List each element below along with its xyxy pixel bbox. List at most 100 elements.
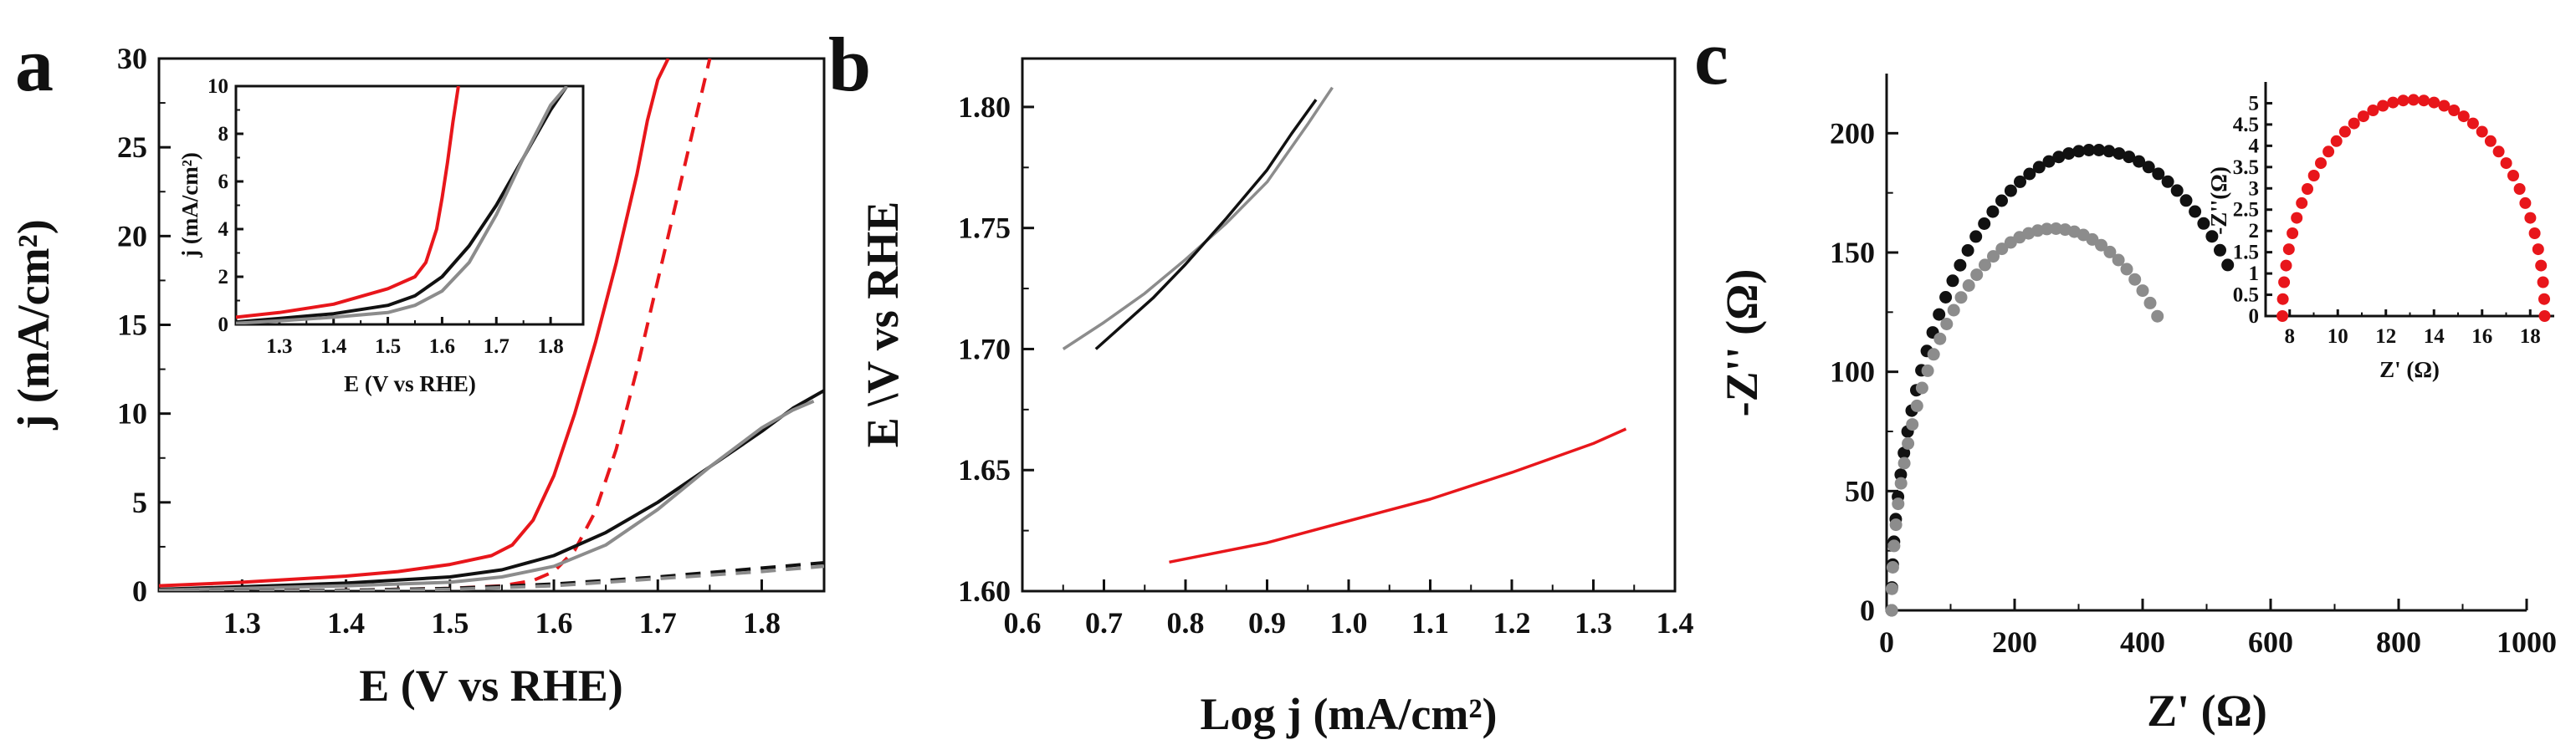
panel-a-xtick-label: 1.4	[327, 606, 365, 640]
panel-c-data-point	[2041, 222, 2053, 236]
panel-a-inset-xtick-label: 1.4	[320, 335, 347, 358]
panel-c-inset-data-point	[2438, 99, 2451, 112]
panel-c-data-point	[1954, 291, 1968, 304]
panel-c-inset-xtick-label: 12	[2375, 325, 2396, 348]
panel-c-inset-axes: 8 10 12 14 16 18 00.511.522.533.544.55	[2233, 92, 2541, 348]
panel-a-inset-axes: 1.3 1.4 1.5 1.6 1.7 1.8 0 2 4 6 8 10	[207, 75, 564, 358]
panel-c-inset-data-point	[2519, 196, 2532, 209]
panel-c-inset-xtick-label: 8	[2285, 325, 2296, 348]
panel-c-data-point	[2023, 167, 2036, 181]
panel-c-inset-data-point	[2397, 94, 2410, 107]
panel-c-inset-data-point	[2280, 259, 2292, 272]
panel-c-inset-data-point	[2348, 117, 2360, 130]
panel-c-inset-data-point	[2448, 105, 2461, 116]
panel-c-inset-data-point	[2291, 212, 2303, 224]
panel-c-inset-data-point	[2535, 259, 2548, 272]
panel-c-data-point	[1897, 446, 1911, 460]
panel-c-data-point	[2014, 175, 2026, 188]
panel-b-xtick-label: 1.1	[1411, 606, 1449, 640]
panel-b-axes: 0.6 0.7 0.8 0.9 1.0 1.1 1.2 1.3 1.4 1.60 1.65 1.70 1…	[958, 90, 1694, 640]
panel-c-data-point	[2123, 151, 2136, 164]
panel-c-data-point	[2133, 155, 2146, 168]
panel-c-inset-data-point	[2387, 96, 2399, 109]
panel-c-inset-data-point	[2500, 157, 2512, 170]
panel-a-series-line	[159, 389, 824, 591]
panel-c-data-point	[1887, 539, 1901, 553]
panel-b-frame	[1021, 57, 1677, 593]
panel-c-inset-ytick-label: 4	[2249, 135, 2260, 157]
panel-c-inset-ytick-label: 1.5	[2233, 242, 2259, 264]
panel-c-inset-data-point	[2532, 243, 2544, 256]
panel-c-inset-ytick-label: 2.5	[2233, 199, 2259, 222]
panel-b-xtick-label: 0.7	[1085, 606, 1123, 640]
panel-c-inset-data-point	[2484, 135, 2497, 147]
panel-b-ytick-label: 1.65	[958, 453, 1011, 487]
panel-c-inset-data-point	[2466, 117, 2479, 130]
panel-b-ylabel: E \V vs RHE	[858, 202, 908, 448]
panel-b-xtick-label: 0.8	[1167, 606, 1205, 640]
panel-c-data-point	[1886, 561, 1899, 574]
panel-b-xtick-label: 1.0	[1330, 606, 1368, 640]
panel-c-inset-ytick-label: 2	[2249, 220, 2260, 242]
panel-b-ytick-label: 1.80	[958, 90, 1011, 124]
panel-c-data-point	[2072, 145, 2086, 158]
panel-c-data-point	[1995, 242, 2009, 256]
panel-c-inset-data-point	[2457, 110, 2470, 123]
panel-c-inset-data-point	[2377, 99, 2389, 112]
panel-c-inset-data-point	[2296, 196, 2308, 209]
panel-c-data-point	[2143, 296, 2157, 309]
panel-c-inset-ytick-label: 0.5	[2233, 284, 2259, 307]
panel-c-data-point	[1885, 582, 1898, 595]
panel-a-series	[159, 59, 824, 591]
panel-c-data-point	[2095, 238, 2107, 252]
panel-c-inset-ylabel: -Z''(Ω)	[2206, 166, 2231, 235]
panel-a-inset-series-line	[236, 86, 569, 324]
panel-c-data-point	[2103, 245, 2117, 258]
panel-c-data-point	[1910, 399, 1923, 412]
panel-c-data-point	[2205, 230, 2219, 243]
panel-c-inset-ytick-label: 3.5	[2233, 156, 2259, 179]
panel-c-ytick-label: 200	[1830, 116, 1875, 150]
panel-a-ytick-label: 5	[132, 486, 147, 519]
panel-c-inset-data-point	[2307, 170, 2320, 181]
panel-a-series-line	[159, 59, 712, 591]
panel-c-inset-data-point	[2418, 94, 2430, 107]
panel-c-data-point	[1962, 279, 1975, 292]
panel-c-data-point	[2050, 222, 2062, 235]
panel-a-inset-ytick-label: 10	[207, 75, 228, 98]
panel-c-xtick-label: 0	[1879, 625, 1894, 659]
panel-c-data-point	[2082, 144, 2096, 156]
panel-a-xtick-label: 1.3	[223, 606, 261, 640]
panel-a-inset-ytick-label: 4	[218, 218, 229, 241]
panel-c-inset-data-point	[2524, 212, 2537, 224]
panel-b-series-line	[1169, 427, 1627, 564]
panel-b-xlabel: Log j (mA/cm²)	[1200, 689, 1497, 739]
panel-b-ytick-label: 1.60	[958, 574, 1011, 608]
panel-c-inset-data-point	[2407, 94, 2420, 106]
panel-a-inset-ylabel: j (mA/cm²)	[177, 152, 202, 258]
panel-c-data-point	[1933, 332, 1947, 345]
panel-a-xtick-label: 1.7	[639, 606, 677, 640]
panel-c-data-point	[2221, 258, 2235, 272]
panel-c-inset-ytick-label: 0	[2249, 305, 2260, 328]
panel-a-inset-xtick-label: 1.5	[375, 335, 401, 358]
panel-a-inset-ytick-label: 2	[218, 266, 229, 288]
panel-c-inset-data-point	[2357, 110, 2369, 123]
panel-c-data-point	[1921, 364, 1934, 377]
panel-c-data-point	[2102, 145, 2116, 158]
panel-c-data-point	[1902, 436, 1915, 450]
panel-c-data-point	[1933, 308, 1946, 321]
panel-c-data-point	[2120, 263, 2133, 276]
panel-c-data-point	[1970, 268, 1984, 282]
panel-c-data-point	[2170, 184, 2184, 197]
panel-c-xlabel: Z' (Ω)	[2147, 686, 2267, 736]
panel-a-inset-xtick-label: 1.7	[484, 335, 510, 358]
panel-b-plot: 0.6 0.7 0.8 0.9 1.0 1.1 1.2 1.3 1.4 1.60 1.65 1.70 1…	[858, 57, 1694, 739]
panel-c-inset-data-point	[2338, 125, 2351, 138]
panel-c-inset-data-point	[2282, 243, 2295, 256]
panel-c-data-point	[2152, 167, 2165, 181]
panel-c-ytick-label: 0	[1860, 594, 1875, 627]
